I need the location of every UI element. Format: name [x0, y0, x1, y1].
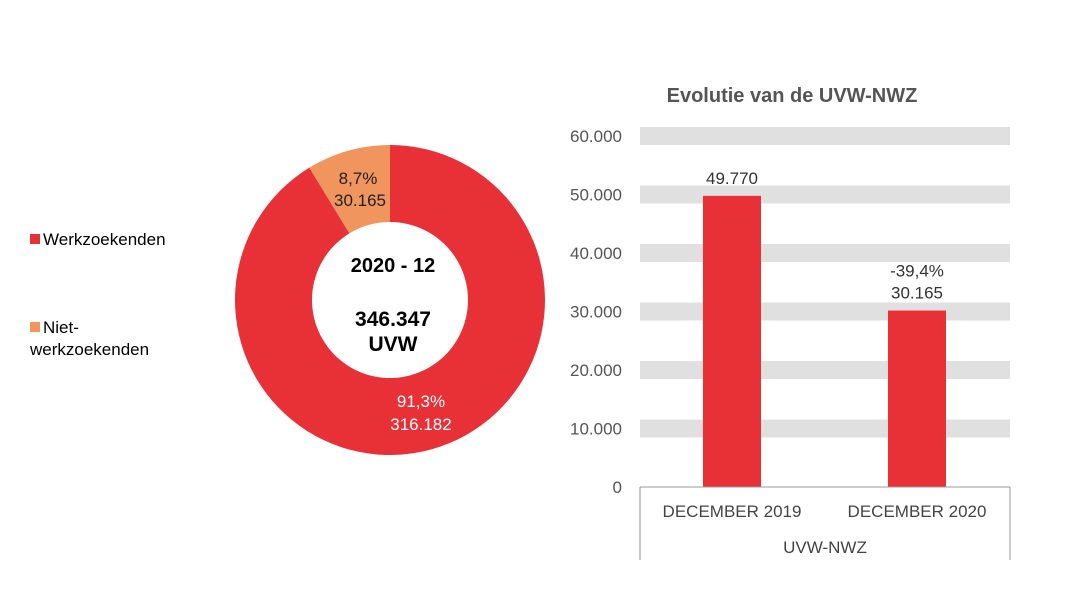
bar-december-2020: [888, 310, 946, 487]
legend-swatch: [30, 234, 40, 244]
y-tick-label: 10.000: [570, 420, 622, 439]
center-period: 2020 - 12: [351, 255, 436, 277]
bar-december-2019: [703, 195, 761, 487]
gridline-band: [640, 185, 1010, 204]
y-tick-label: 20.000: [570, 361, 622, 380]
y-tick-label: 60.000: [570, 127, 622, 146]
y-tick-label: 40.000: [570, 244, 622, 263]
slice-label-value: 30.165: [334, 191, 386, 210]
center-unit: UVW: [369, 333, 418, 356]
gridline-band: [640, 244, 1010, 262]
gridline-band: [640, 302, 1010, 321]
gridline-band: [640, 361, 1010, 379]
slice-label-percent: 91,3%: [397, 392, 445, 411]
y-tick-label: 30.000: [570, 303, 622, 322]
y-tick-label: 50.000: [570, 186, 622, 205]
bar-value-label: 30.165: [891, 284, 943, 303]
bar-change-label: -39,4%: [890, 262, 944, 281]
x-tick-label: DECEMBER 2019: [663, 502, 802, 521]
legend-label: Niet-werkzoekenden: [30, 318, 150, 359]
legend-swatch: [30, 322, 40, 332]
legend-item-werkzoekenden: Werkzoekenden: [30, 229, 166, 251]
center-total: 346.347: [355, 308, 431, 331]
donut-slice-niet-werkzoekenden: [309, 145, 390, 234]
gridline-band: [640, 127, 1010, 145]
gridline-band: [640, 419, 1010, 438]
legend-item-niet-werkzoekenden: Niet-werkzoekenden: [30, 317, 200, 361]
legend-label: Werkzoekenden: [43, 230, 166, 249]
chart-title: Evolutie van de UVW-NWZ: [667, 85, 918, 107]
y-tick-label: 0: [613, 478, 622, 497]
bar-value-label: 49.770: [706, 169, 758, 188]
slice-label-value: 316.182: [390, 415, 451, 434]
slice-label-percent: 8,7%: [339, 169, 378, 188]
donut-slice-werkzoekenden: [235, 145, 546, 456]
x-group-label: UVW-NWZ: [783, 538, 867, 557]
x-tick-label: DECEMBER 2020: [848, 502, 987, 521]
